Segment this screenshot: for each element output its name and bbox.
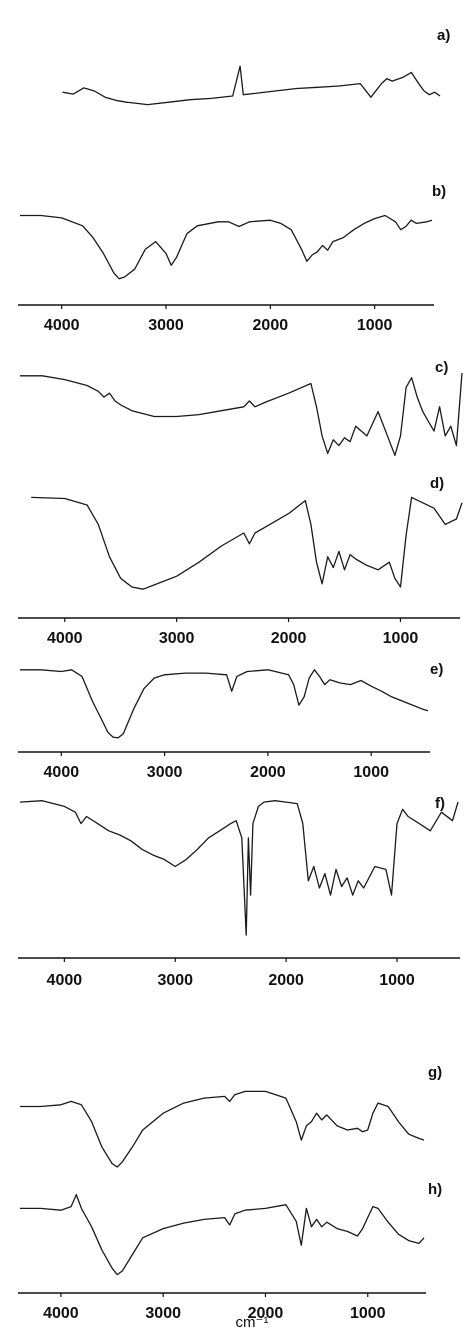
x-tick-label: 2000 <box>268 972 304 989</box>
x-tick-label: 3000 <box>159 630 195 647</box>
x-tick-label: 2000 <box>248 1305 284 1322</box>
spectrum-panel-g: g) <box>20 1064 442 1168</box>
x-tick-label: 4000 <box>47 630 83 647</box>
spectrum-trace-e <box>20 669 429 739</box>
spectrum-panel-e: e) 4000 3000 2000 1000 <box>18 661 443 781</box>
spectrum-trace-g <box>20 1090 425 1168</box>
spectrum-panel-f: f) 4000 3000 2000 1000 <box>18 795 460 989</box>
x-tick-label: 1000 <box>379 972 415 989</box>
panel-label: b) <box>432 183 446 200</box>
spectrum-panel-d: d) 4000 3000 2000 1000 <box>18 475 463 647</box>
spectrum-trace-f <box>19 800 459 936</box>
spectrum-panel-a: a) <box>62 27 450 106</box>
panel-label: f) <box>435 795 445 812</box>
x-tick-label: 2000 <box>250 764 286 781</box>
spectrum-trace-b <box>20 214 433 280</box>
spectrum-panel-c: c) <box>20 359 463 456</box>
panel-label: c) <box>435 359 448 376</box>
x-tick-label: 3000 <box>157 972 193 989</box>
x-tick-label: 1000 <box>353 764 389 781</box>
x-tick-label: 1000 <box>350 1305 386 1322</box>
spectrum-trace-h <box>20 1193 425 1276</box>
x-tick-label: 4000 <box>44 317 80 334</box>
x-tick-label: 3000 <box>145 1305 181 1322</box>
panel-label: a) <box>437 27 450 44</box>
spectrum-trace-a <box>62 65 441 106</box>
x-tick-label: 3000 <box>147 764 183 781</box>
x-tick-label: 1000 <box>383 630 419 647</box>
x-tick-label: 1000 <box>357 317 393 334</box>
x-tick-label: 4000 <box>43 1305 79 1322</box>
panel-label: d) <box>430 475 444 492</box>
x-tick-label: 4000 <box>47 972 83 989</box>
panel-label: e) <box>430 661 443 678</box>
x-axis-unit-label: cm⁻¹ <box>236 1314 269 1331</box>
x-tick-label: 2000 <box>271 630 307 647</box>
spectrum-trace-d <box>31 496 463 590</box>
spectrum-panel-b: b) 4000 3000 2000 1000 <box>18 183 446 334</box>
spectrum-trace-c <box>20 372 463 456</box>
spectrum-panel-h: h) 4000 3000 2000 1000 <box>18 1181 442 1322</box>
x-tick-label: 2000 <box>253 317 289 334</box>
panel-label: h) <box>428 1181 442 1198</box>
x-tick-label: 3000 <box>148 317 184 334</box>
x-tick-label: 4000 <box>44 764 80 781</box>
panel-label: g) <box>428 1064 442 1081</box>
